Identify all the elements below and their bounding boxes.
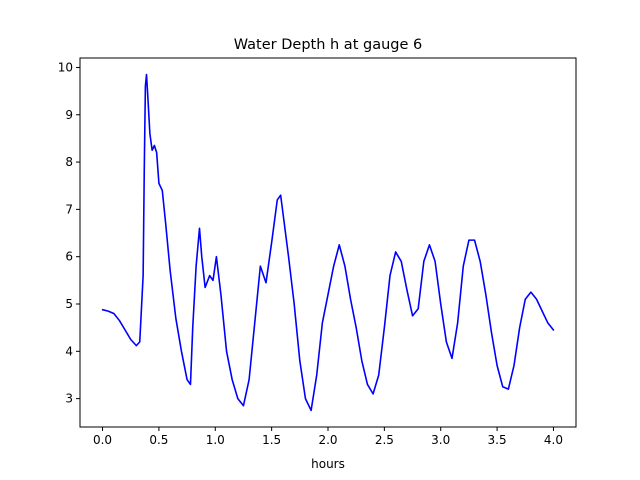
y-tick-label: 4 [65,344,73,358]
x-tick-label: 4.0 [544,433,563,447]
y-tick-label: 5 [65,297,73,311]
y-tick-label: 3 [65,392,73,406]
x-tick-label: 2.5 [375,433,394,447]
x-tick-label: 0.0 [93,433,112,447]
x-tick-label: 0.5 [149,433,168,447]
x-tick-label: 1.5 [262,433,281,447]
y-tick-label: 10 [58,60,73,74]
x-tick-label: 1.0 [206,433,225,447]
series-line-0 [101,73,555,412]
y-tick-label: 6 [65,250,73,264]
y-tick-label: 9 [65,108,73,122]
y-axis-ticks: 3 4 5 6 7 8 9 10 [58,60,80,406]
x-axis-ticks: 0.0 0.5 1.0 1.5 2.0 2.5 3.0 3.5 4.0 [93,427,563,447]
x-tick-label: 3.5 [488,433,507,447]
y-tick-label: 8 [65,155,73,169]
x-tick-label: 3.0 [431,433,450,447]
y-tick-label: 7 [65,202,73,216]
x-axis-label: hours [311,457,345,471]
x-tick-label: 2.0 [318,433,337,447]
chart-title: Water Depth h at gauge 6 [234,37,422,53]
plot-area [101,73,555,412]
